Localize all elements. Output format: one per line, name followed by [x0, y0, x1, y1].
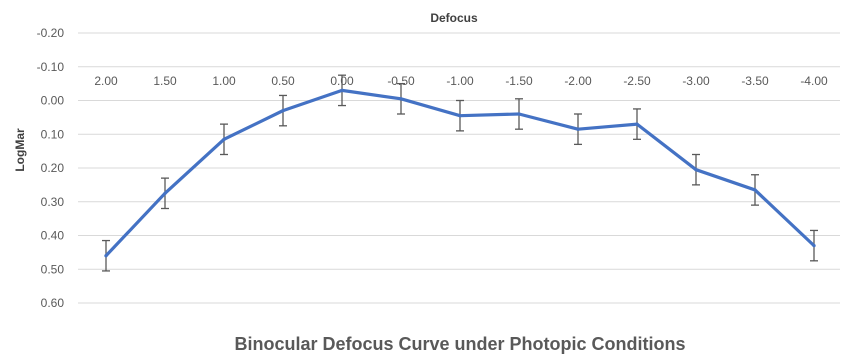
y-tick-label: 0.60 — [41, 296, 65, 310]
x-tick-label: 1.50 — [153, 74, 177, 88]
x-tick-labels: 2.00 1.50 1.00 0.50 0.00 -0.50 -1.00 -1.50 -2.00… — [94, 74, 828, 88]
x-tick-label: 2.00 — [94, 74, 118, 88]
x-tick-label: -2.00 — [564, 74, 592, 88]
data-point — [694, 168, 698, 172]
x-axis-title: Defocus — [430, 11, 478, 25]
data-point — [753, 188, 757, 192]
x-tick-label: -1.00 — [446, 74, 474, 88]
y-tick-label: 0.10 — [41, 127, 65, 141]
data-point — [635, 122, 639, 126]
data-point — [517, 112, 521, 116]
y-axis-title: LogMar — [13, 128, 27, 172]
y-tick-label: 0.50 — [41, 262, 65, 276]
data-point — [281, 109, 285, 113]
data-point — [222, 137, 226, 141]
y-tick-labels: -0.20 -0.10 0.00 0.10 0.20 0.30 0.40 0.50 0.60 — [37, 26, 65, 310]
chart-title: Binocular Defocus Curve under Photopic C… — [234, 334, 685, 354]
y-tick-label: 0.30 — [41, 195, 65, 209]
data-point — [812, 244, 816, 248]
gridlines — [78, 32, 840, 304]
data-point — [458, 114, 462, 118]
data-point — [163, 191, 167, 195]
y-tick-label: -0.20 — [37, 26, 65, 40]
x-tick-label: -1.50 — [505, 74, 533, 88]
x-tick-label: -3.00 — [682, 74, 710, 88]
data-point — [104, 254, 108, 258]
data-point — [340, 88, 344, 92]
x-tick-label: -4.00 — [800, 74, 828, 88]
series-group — [104, 88, 816, 258]
x-tick-label: 0.50 — [271, 74, 295, 88]
data-point — [576, 127, 580, 131]
x-tick-label: 1.00 — [212, 74, 236, 88]
y-tick-label: 0.40 — [41, 229, 65, 243]
y-tick-label: 0.00 — [41, 94, 65, 108]
y-tick-label: -0.10 — [37, 60, 65, 74]
data-point — [399, 97, 403, 101]
y-tick-label: 0.20 — [41, 161, 65, 175]
x-tick-label: -2.50 — [623, 74, 651, 88]
x-tick-label: -0.50 — [387, 74, 415, 88]
x-tick-label: -3.50 — [741, 74, 769, 88]
